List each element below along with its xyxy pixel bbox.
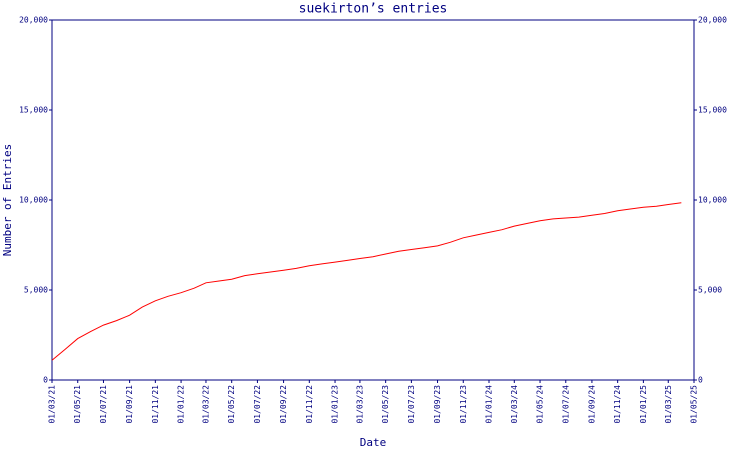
x-tick-label: 01/03/24 [510,385,519,424]
x-tick-label: 01/01/24 [484,385,493,424]
x-tick-label: 01/11/24 [613,385,622,424]
plot-frame [51,19,695,381]
chart-title: suekirton’s entries [299,2,448,17]
y2-tick-label: 10,000 [698,196,727,205]
y2-tick-label: 5,000 [698,286,722,295]
x-tick-label: 01/03/25 [664,385,673,424]
x-tick-label: 01/09/23 [433,385,442,424]
x-tick-label: 01/07/21 [99,385,108,424]
x-tick-label: 01/09/21 [125,385,134,424]
y-tick-label: 5,000 [24,286,48,295]
x-tick-label: 01/05/24 [536,385,545,424]
x-tick-label: 01/09/24 [587,385,596,424]
y-tick-label: 0 [43,376,48,385]
x-tick-label: 01/07/23 [407,385,416,424]
y-axis-title: Number of Entries [1,144,14,257]
x-tick-label: 01/05/21 [73,385,82,424]
y-tick-label: 20,000 [19,16,48,25]
data-line [51,202,682,361]
x-tick-label: 01/01/22 [177,385,186,424]
y-tick-label: 15,000 [19,106,48,115]
x-tick-label: 01/05/22 [227,385,236,424]
x-tick-label: 01/07/24 [561,385,570,424]
x-tick-label: 01/03/21 [48,385,57,424]
y2-tick-label: 20,000 [698,16,727,25]
x-tick-label: 01/11/21 [151,385,160,424]
x-tick-label: 01/11/23 [459,385,468,424]
x-tick-label: 01/11/22 [305,385,314,424]
x-tick-label: 01/03/22 [201,385,210,424]
x-tick-label: 01/07/22 [253,385,262,424]
x-tick-label: 01/03/23 [355,385,364,424]
x-tick-label: 01/01/25 [639,385,648,424]
x-axis-title: Date [360,436,387,449]
x-tick-label: 01/05/23 [381,385,390,424]
y-tick-label: 10,000 [19,196,48,205]
y2-tick-label: 0 [698,376,703,385]
y2-tick-label: 15,000 [698,106,727,115]
x-tick-label: 01/05/25 [690,385,699,424]
x-tick-label: 01/01/23 [331,385,340,424]
x-tick-label: 01/09/22 [279,385,288,424]
